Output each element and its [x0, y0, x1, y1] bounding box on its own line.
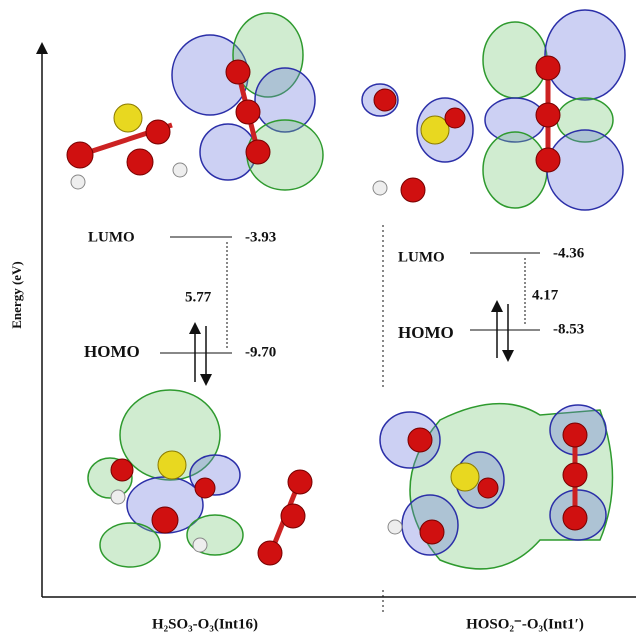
atom: [114, 104, 142, 132]
y-axis-label: Energy (eV): [9, 261, 24, 329]
gap-value: 4.17: [532, 287, 559, 303]
lobe: [483, 132, 547, 208]
atom: [236, 100, 260, 124]
atom: [451, 463, 479, 491]
orbital-right-lumo: [362, 10, 625, 210]
orbital-right-homo: [380, 404, 613, 569]
panel-label: H₂SO₃-O₃(Int16): [152, 616, 258, 632]
atom: [152, 507, 178, 533]
left-levels: LUMO -3.93 HOMO -9.70 5.77: [84, 229, 276, 382]
atom: [420, 520, 444, 544]
atom: [173, 163, 187, 177]
atom: [445, 108, 465, 128]
lumo-energy: -3.93: [245, 229, 276, 245]
homo-energy: -8.53: [553, 321, 584, 337]
homo-energy: -9.70: [245, 344, 276, 360]
atom: [127, 149, 153, 175]
atom: [374, 89, 396, 111]
right-levels: LUMO -4.36 HOMO -8.53 4.17: [398, 245, 585, 358]
lobe: [545, 10, 625, 100]
panel-label: HOSO₂⁻-O₃(Int1′): [466, 616, 584, 632]
orbital-left-lumo: [67, 13, 323, 190]
atom: [373, 181, 387, 195]
atom: [401, 178, 425, 202]
atom: [563, 506, 587, 530]
atom: [536, 56, 560, 80]
diagram: Energy (eV) LUMO -3.93 HOMO -9.70 5.77 L…: [0, 0, 636, 641]
atom: [288, 470, 312, 494]
lobe: [547, 130, 623, 210]
atom: [258, 541, 282, 565]
lobe: [100, 523, 160, 567]
lobe: [483, 22, 547, 98]
orbital-left-homo: [88, 390, 312, 567]
homo-label: HOMO: [398, 323, 454, 342]
lumo-label: LUMO: [398, 249, 445, 265]
lumo-energy: -4.36: [553, 245, 585, 261]
gap-value: 5.77: [185, 289, 212, 305]
homo-label: HOMO: [84, 342, 140, 361]
atom: [158, 451, 186, 479]
atom: [71, 175, 85, 189]
atom: [111, 459, 133, 481]
atom: [536, 103, 560, 127]
atom: [226, 60, 250, 84]
atom: [146, 120, 170, 144]
lumo-label: LUMO: [88, 229, 135, 245]
atom: [478, 478, 498, 498]
atom: [388, 520, 402, 534]
atom: [563, 463, 587, 487]
atom: [193, 538, 207, 552]
atom: [111, 490, 125, 504]
atom: [563, 423, 587, 447]
atom: [536, 148, 560, 172]
atom: [408, 428, 432, 452]
atom: [246, 140, 270, 164]
atom: [67, 142, 93, 168]
atom: [281, 504, 305, 528]
atom: [195, 478, 215, 498]
